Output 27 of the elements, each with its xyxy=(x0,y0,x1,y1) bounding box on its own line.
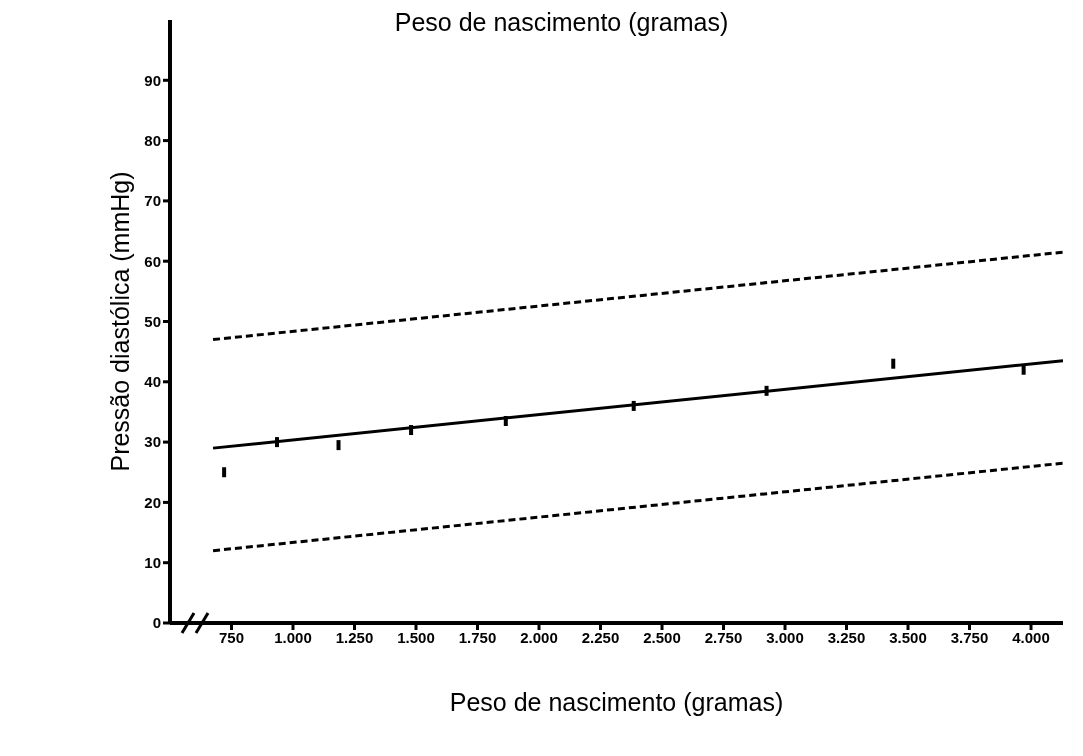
x-tick-label: 1.250 xyxy=(335,628,374,646)
x-tick-label: 2.750 xyxy=(704,628,743,646)
chart-title: Peso de nascimento (gramas) xyxy=(393,8,730,37)
x-tick-label: 3.750 xyxy=(950,628,989,646)
y-tick-label: 90 xyxy=(144,71,161,89)
x-tick-label: 3.250 xyxy=(827,628,866,646)
x-tick-label: 3.500 xyxy=(889,628,927,646)
x-axis-title: Peso de nascimento (gramas) xyxy=(449,687,784,716)
x-tick-label: 4.000 xyxy=(1012,628,1050,646)
y-tick-label: 30 xyxy=(144,433,161,451)
x-tick-label: 2.250 xyxy=(581,628,620,646)
x-tick-label: 750 xyxy=(218,628,245,646)
y-tick-label: 0 xyxy=(152,614,161,632)
x-tick-label: 2.000 xyxy=(520,628,558,646)
y-tick-label: 50 xyxy=(144,312,161,330)
x-tick-label: 1.000 xyxy=(274,628,312,646)
y-tick-label: 60 xyxy=(144,252,161,270)
x-tick-label: 1.500 xyxy=(397,628,435,646)
y-tick-label: 10 xyxy=(144,554,161,572)
x-tick-label: 2.500 xyxy=(643,628,681,646)
y-axis-title: Pressão diastólica (mmHg) xyxy=(105,171,134,472)
y-tick-label: 20 xyxy=(144,493,161,511)
x-tick-label: 3.000 xyxy=(766,628,804,646)
y-tick-label: 70 xyxy=(144,192,161,210)
y-tick-label: 80 xyxy=(144,131,161,149)
x-tick-label: 1.750 xyxy=(458,628,497,646)
y-tick-label: 40 xyxy=(144,373,161,391)
